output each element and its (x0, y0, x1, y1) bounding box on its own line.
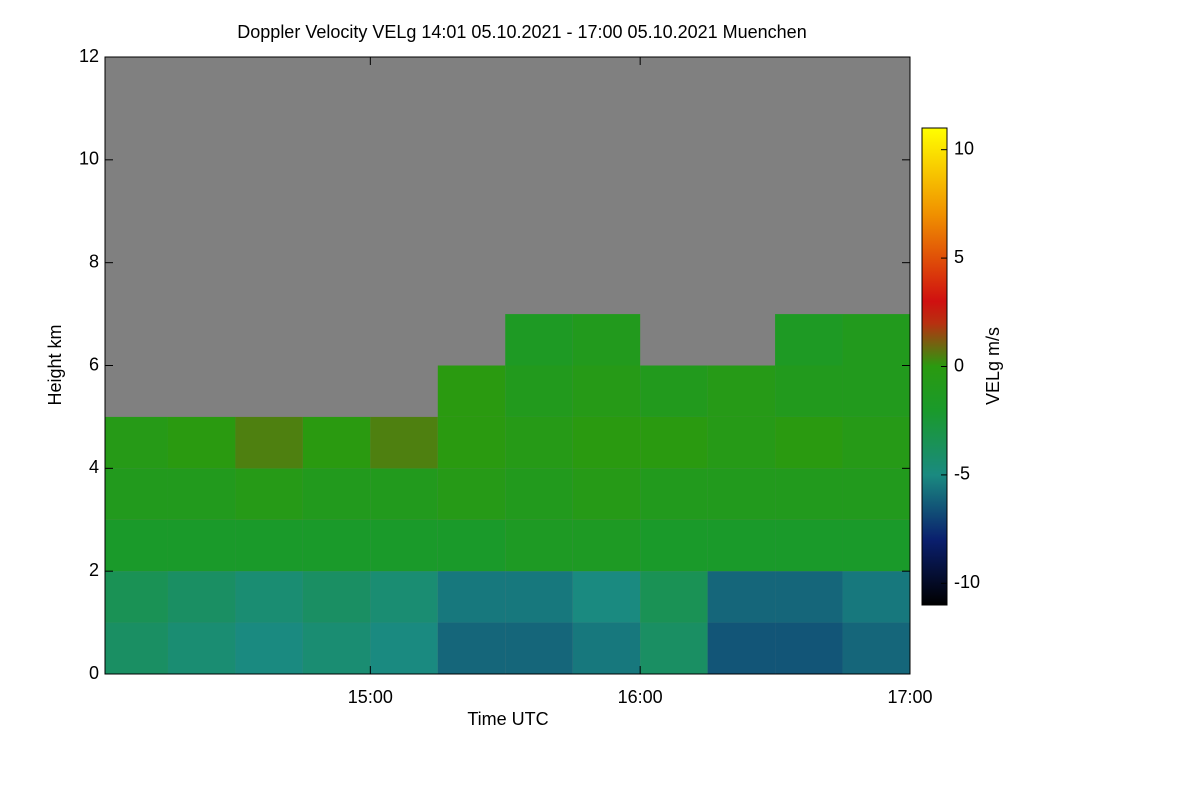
heatmap-cell (370, 571, 438, 623)
heatmap-cell (775, 571, 843, 623)
heatmap-cell (235, 622, 303, 674)
heatmap-cell (707, 365, 776, 417)
heatmap-cell (505, 622, 573, 674)
heatmap-cell (370, 416, 438, 469)
heatmap-cell (842, 468, 910, 520)
heatmap-cell (640, 416, 708, 469)
heatmap-cell (302, 622, 371, 674)
colorbar-tick-label: 0 (954, 355, 964, 375)
heatmap-cell (105, 571, 168, 623)
heatmap-cell (842, 365, 910, 417)
heatmap-cell (640, 519, 708, 572)
heatmap-cell (505, 519, 573, 572)
heatmap-cell (105, 519, 168, 572)
heatmap-cell (505, 314, 573, 366)
colorbar-tick-label: 5 (954, 247, 964, 267)
heatmap-cell (370, 468, 438, 520)
x-tick-label: 15:00 (348, 687, 393, 707)
heatmap-cell (235, 519, 303, 572)
heatmap-cell (235, 468, 303, 520)
heatmap-cell (370, 519, 438, 572)
heatmap-cell (775, 468, 843, 520)
heatmap-cell (437, 365, 506, 417)
heatmap-cell (640, 365, 708, 417)
heatmap-cell (707, 571, 776, 623)
x-axis-label: Time UTC (467, 709, 548, 729)
x-tick-label: 17:00 (887, 687, 932, 707)
x-tick-label: 16:00 (618, 687, 663, 707)
heatmap-cell (105, 622, 168, 674)
heatmap-cell (235, 571, 303, 623)
heatmap-cell (842, 571, 910, 623)
heatmap-cell (505, 416, 573, 469)
y-tick-label: 4 (89, 457, 99, 477)
heatmap-cell (842, 314, 910, 366)
heatmap-cell (842, 416, 910, 469)
heatmap-cell (572, 571, 641, 623)
heatmap-cell (842, 622, 910, 674)
heatmap-cell (775, 416, 843, 469)
heatmap-cell (105, 468, 168, 520)
heatmap-cell (302, 416, 371, 469)
heatmap-cell (572, 468, 641, 520)
heatmap-cell (572, 365, 641, 417)
heatmap-cell (572, 314, 641, 366)
heatmap-cell (505, 468, 573, 520)
heatmap-cell (437, 622, 506, 674)
colorbar-label: VELg m/s (983, 327, 1003, 405)
heatmap-cell (775, 519, 843, 572)
heatmap-cell (370, 622, 438, 674)
heatmap-cell (167, 571, 236, 623)
heatmap-cell (167, 468, 236, 520)
colorbar-tick-label: 10 (954, 138, 974, 158)
chart-title: Doppler Velocity VELg 14:01 05.10.2021 -… (237, 22, 806, 42)
heatmap-cell (707, 519, 776, 572)
heatmap-cell (842, 519, 910, 572)
y-tick-label: 6 (89, 354, 99, 374)
heatmap-cell (437, 416, 506, 469)
heatmap-cell (505, 571, 573, 623)
heatmap-cell (167, 519, 236, 572)
heatmap-cell (167, 416, 236, 469)
heatmap-cell (302, 571, 371, 623)
heatmap-cell (167, 622, 236, 674)
colorbar-tick-label: -5 (954, 464, 970, 484)
heatmap-cell (505, 365, 573, 417)
heatmap-cell (572, 416, 641, 469)
y-tick-label: 10 (79, 149, 99, 169)
y-axis-label: Height km (45, 324, 65, 405)
heatmap-cell (640, 468, 708, 520)
heatmap-cell (707, 468, 776, 520)
heatmap-cell (302, 519, 371, 572)
heatmap-cell (775, 365, 843, 417)
heatmap-cell (437, 468, 506, 520)
heatmap-cell (572, 519, 641, 572)
heatmap-cell (235, 416, 303, 469)
heatmap-cell (775, 622, 843, 674)
heatmap-cell (105, 416, 168, 469)
heatmap-cell (640, 571, 708, 623)
heatmap-cell (775, 314, 843, 366)
heatmap-cell (437, 571, 506, 623)
heatmap-cell (640, 622, 708, 674)
heatmap-cell (302, 468, 371, 520)
heatmap-cell (572, 622, 641, 674)
y-tick-label: 2 (89, 560, 99, 580)
heatmap-cell (707, 416, 776, 469)
heatmap-cell (707, 622, 776, 674)
y-tick-label: 12 (79, 46, 99, 66)
heatmap-cell (437, 519, 506, 572)
y-tick-label: 8 (89, 251, 99, 271)
y-tick-label: 0 (89, 663, 99, 683)
colorbar-tick-label: -10 (954, 572, 980, 592)
